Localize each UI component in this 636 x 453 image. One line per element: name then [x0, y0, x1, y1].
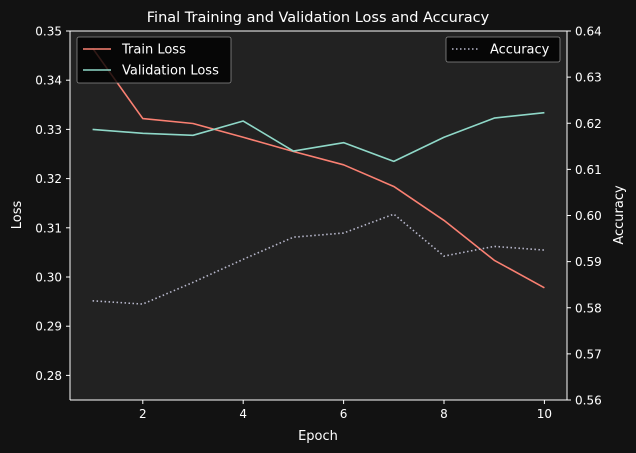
legend-label-train-loss: Train Loss [121, 43, 186, 58]
y-tick-label-left: 0.28 [35, 369, 62, 383]
y-tick-label-left: 0.34 [35, 74, 62, 88]
x-tick-label: 10 [537, 407, 552, 421]
x-tick-label: 8 [440, 407, 448, 421]
legend-left: Train Loss Validation Loss [76, 36, 232, 84]
chart-title: Final Training and Validation Loss and A… [147, 10, 490, 26]
x-tick-label: 4 [239, 407, 247, 421]
y-tick-label-right: 0.62 [575, 117, 602, 131]
y-axis-label-left: Loss [10, 201, 25, 230]
y-tick-label-right: 0.57 [575, 347, 602, 361]
y-tick-label-right: 0.58 [575, 301, 602, 315]
lines-layer [91, 47, 545, 305]
y-tick-label-right: 0.60 [575, 209, 602, 223]
y-tick-label-left: 0.32 [35, 172, 62, 186]
plot-frame [69, 30, 568, 401]
y-tick-label-left: 0.30 [35, 271, 62, 285]
y-tick-label-right: 0.61 [575, 163, 602, 177]
y-tick-label-right: 0.64 [575, 25, 602, 39]
ticks-layer: 2 4 6 8 10 0.28 0.29 0.30 0.31 0.32 0.33 0.34 0.35 0.… [35, 25, 601, 422]
y-tick-label-left: 0.29 [35, 320, 62, 334]
y-tick-label-right: 0.63 [575, 71, 602, 85]
legend-right-box [445, 36, 561, 63]
plot-area [70, 31, 567, 400]
legend-right: Accuracy [445, 36, 561, 63]
legend-label-validation-loss: Validation Loss [122, 64, 219, 79]
y-tick-label-left: 0.35 [35, 25, 62, 39]
series-line-validation-loss [92, 111, 545, 163]
y-tick-label-right: 0.56 [575, 394, 602, 408]
x-tick-label: 2 [139, 407, 147, 421]
legend-left-box [76, 36, 232, 84]
y-tick-label-left: 0.33 [35, 123, 62, 137]
x-tick-label: 6 [340, 407, 348, 421]
y-tick-label-left: 0.31 [35, 221, 62, 235]
series-line-accuracy [92, 213, 545, 305]
y-tick-label-right: 0.59 [575, 255, 602, 269]
y-axis-label-right: Accuracy [612, 185, 627, 245]
series-line-train-loss [91, 47, 545, 289]
x-axis-label: Epoch [298, 429, 338, 444]
legend-label-accuracy: Accuracy [490, 43, 550, 58]
